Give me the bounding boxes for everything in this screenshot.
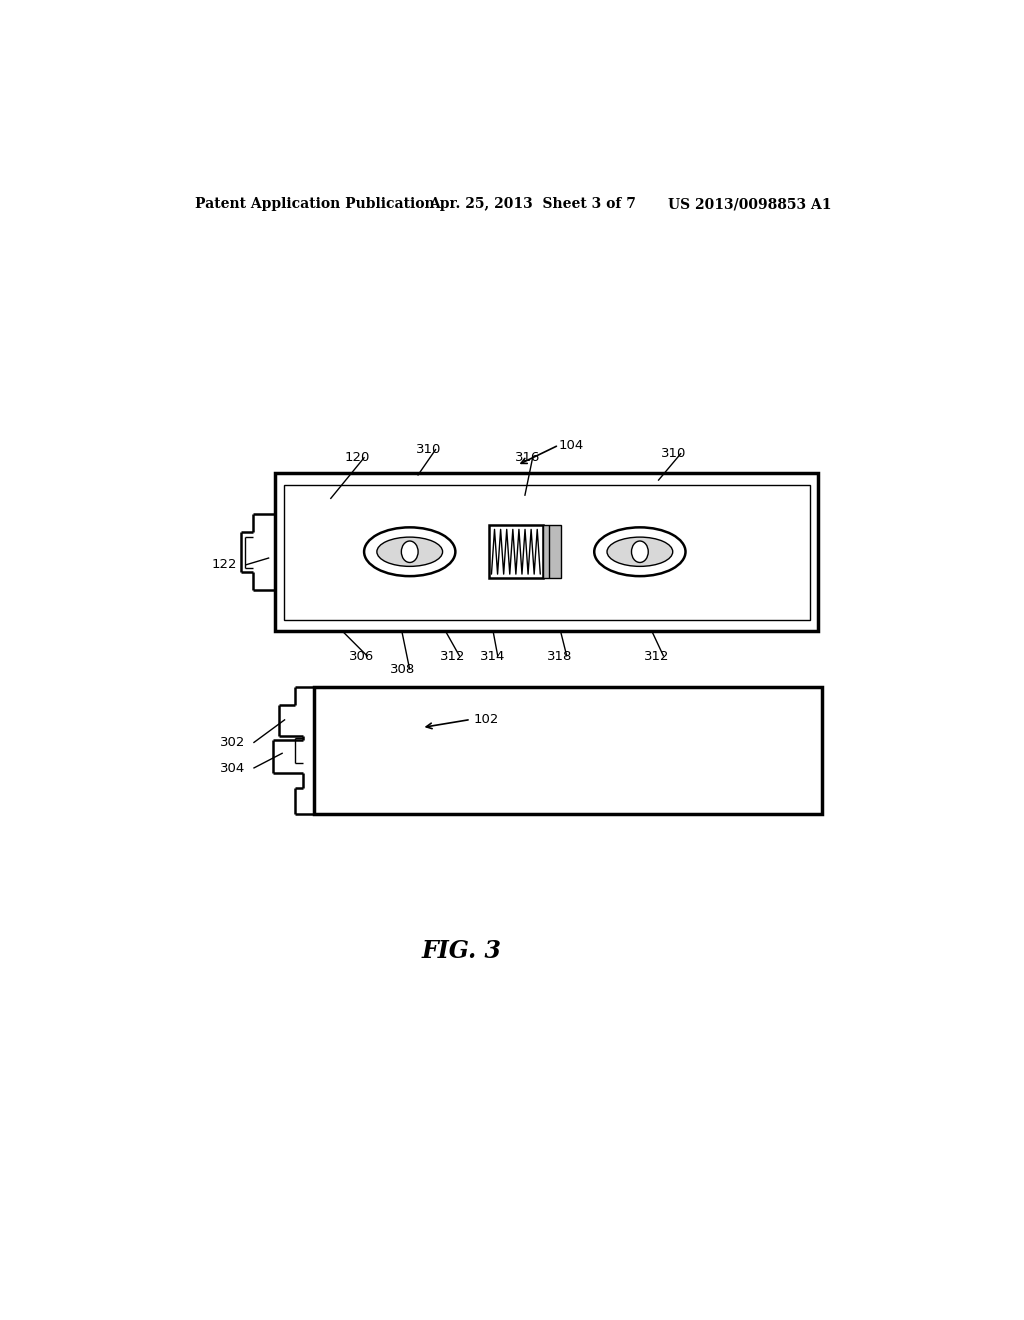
Text: FIG. 3: FIG. 3 bbox=[421, 940, 502, 964]
Text: 308: 308 bbox=[390, 663, 415, 676]
Text: 310: 310 bbox=[416, 442, 441, 455]
Ellipse shape bbox=[365, 528, 456, 576]
Text: 312: 312 bbox=[440, 649, 465, 663]
Text: 306: 306 bbox=[348, 649, 374, 663]
Ellipse shape bbox=[377, 537, 442, 566]
Text: 302: 302 bbox=[220, 737, 246, 750]
Text: 312: 312 bbox=[644, 649, 670, 663]
Text: Patent Application Publication: Patent Application Publication bbox=[196, 197, 435, 211]
Text: 318: 318 bbox=[547, 649, 572, 663]
Text: 120: 120 bbox=[345, 450, 370, 463]
Text: US 2013/0098853 A1: US 2013/0098853 A1 bbox=[668, 197, 831, 211]
Text: 102: 102 bbox=[473, 713, 499, 726]
Text: 122: 122 bbox=[212, 558, 238, 572]
Circle shape bbox=[401, 541, 418, 562]
Bar bbox=[314, 686, 822, 814]
Circle shape bbox=[632, 541, 648, 562]
Text: 304: 304 bbox=[220, 762, 246, 775]
Text: 314: 314 bbox=[479, 649, 505, 663]
Ellipse shape bbox=[607, 537, 673, 566]
Text: 104: 104 bbox=[559, 438, 584, 451]
Text: 310: 310 bbox=[662, 446, 687, 459]
Bar bbox=[284, 484, 810, 620]
Ellipse shape bbox=[594, 528, 685, 576]
Bar bbox=[489, 525, 543, 578]
Text: Apr. 25, 2013  Sheet 3 of 7: Apr. 25, 2013 Sheet 3 of 7 bbox=[430, 197, 637, 211]
Text: 316: 316 bbox=[515, 450, 541, 463]
Bar bbox=[274, 474, 818, 631]
Bar bbox=[543, 525, 560, 578]
